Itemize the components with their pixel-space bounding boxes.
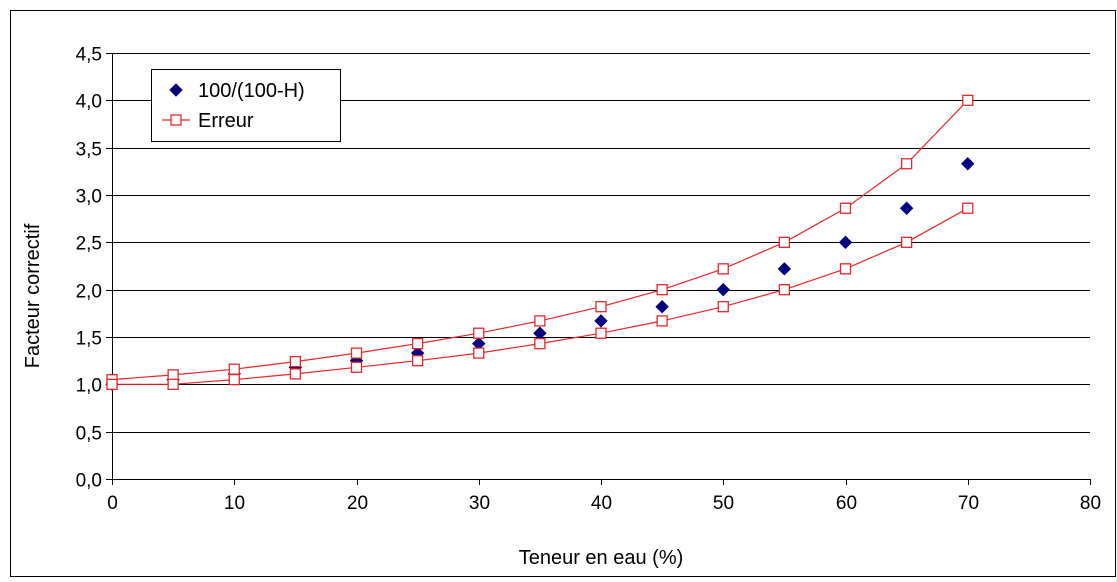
data-point bbox=[594, 314, 608, 328]
series-1 bbox=[106, 94, 974, 386]
y-tick-label: 4,5 bbox=[76, 45, 102, 66]
y-tick-label: 1,5 bbox=[76, 329, 102, 350]
x-axis-title: Teneur en eau (%) bbox=[519, 547, 684, 569]
data-point bbox=[473, 347, 485, 359]
data-point bbox=[228, 373, 240, 386]
data-point bbox=[839, 202, 852, 214]
data-point bbox=[289, 355, 302, 368]
y-tick-label: 3,5 bbox=[76, 140, 102, 161]
legend-label: 100/(100-H) bbox=[198, 80, 305, 102]
y-tick-label: 3,0 bbox=[76, 187, 102, 208]
legend-label: Erreur bbox=[198, 110, 254, 132]
x-tick-label: 70 bbox=[958, 493, 979, 514]
data-point bbox=[778, 284, 791, 296]
data-point bbox=[717, 301, 729, 313]
data-point bbox=[656, 284, 668, 296]
data-point bbox=[655, 299, 669, 314]
data-point bbox=[717, 263, 729, 275]
data-point bbox=[962, 202, 974, 214]
data-point bbox=[534, 315, 546, 327]
y-tick-label: 4,0 bbox=[76, 92, 102, 113]
data-point bbox=[473, 327, 485, 339]
data-point bbox=[167, 378, 179, 390]
data-point bbox=[900, 236, 913, 248]
data-point bbox=[106, 378, 118, 390]
data-point bbox=[350, 361, 363, 373]
x-tick-label: 50 bbox=[713, 493, 734, 514]
y-axis-title: Facteur correctif bbox=[22, 223, 44, 368]
series-layer bbox=[105, 94, 975, 392]
x-tick-label: 10 bbox=[224, 493, 245, 514]
y-tick-label: 2,5 bbox=[76, 234, 102, 255]
legend: 100/(100-H) Erreur bbox=[151, 69, 341, 142]
x-tick-label: 60 bbox=[836, 493, 857, 514]
x-tick-label: 0 bbox=[107, 493, 118, 514]
legend-box bbox=[151, 69, 341, 142]
data-point bbox=[228, 363, 240, 375]
gridlines bbox=[112, 53, 1090, 433]
data-point bbox=[961, 157, 975, 171]
data-point bbox=[350, 347, 363, 359]
series-2 bbox=[106, 202, 974, 390]
data-point bbox=[838, 235, 853, 250]
y-tick-label: 2,0 bbox=[76, 282, 102, 303]
data-point bbox=[534, 337, 546, 350]
y-tick-label: 0,0 bbox=[76, 471, 102, 492]
legend-marker bbox=[169, 83, 183, 97]
data-point bbox=[289, 368, 302, 380]
data-point bbox=[777, 262, 792, 276]
legend-marker bbox=[170, 114, 182, 126]
data-point bbox=[839, 263, 852, 275]
x-tick-label: 40 bbox=[591, 493, 612, 514]
data-point bbox=[167, 369, 179, 381]
data-point bbox=[656, 315, 668, 327]
data-point bbox=[778, 236, 791, 248]
x-tick-label: 20 bbox=[347, 493, 368, 514]
axes: 0,0 0,5 1,0 1,5 2,0 2,5 3,0 3,5 4,0 4,5 0 10 20 30 40 5… bbox=[76, 45, 1101, 515]
data-point bbox=[595, 327, 607, 339]
data-point bbox=[411, 337, 424, 350]
data-point bbox=[962, 94, 974, 106]
y-tick-label: 0,5 bbox=[76, 424, 102, 445]
data-point bbox=[595, 301, 607, 313]
x-tick-label: 80 bbox=[1080, 493, 1101, 514]
x-tick-label: 30 bbox=[469, 493, 490, 514]
data-point bbox=[716, 282, 730, 297]
y-tick-label: 1,0 bbox=[76, 376, 102, 397]
data-point bbox=[899, 201, 914, 215]
data-point bbox=[900, 158, 913, 170]
data-point bbox=[411, 355, 424, 367]
